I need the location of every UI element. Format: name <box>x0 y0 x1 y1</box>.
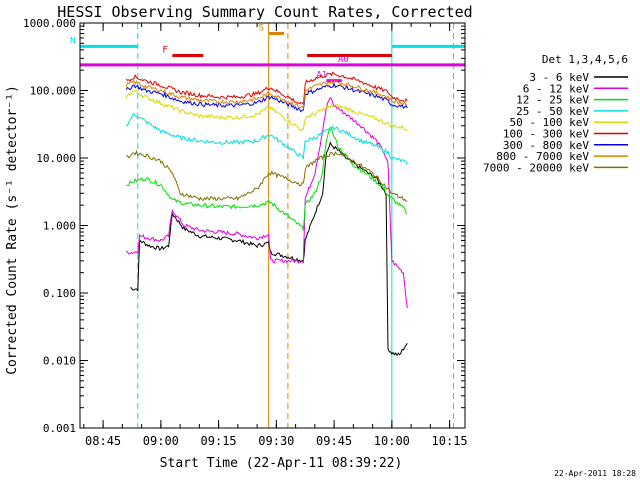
series-line-3 <box>125 112 408 165</box>
x-tick-label-3: 09:30 <box>258 434 294 448</box>
legend-label-0: 3 - 6 keV <box>529 71 589 84</box>
y-tick-label-1: 100.000 <box>30 85 76 98</box>
x-tick-label-1: 09:00 <box>143 434 179 448</box>
series-line-2 <box>126 126 408 231</box>
y-tick-label-2: 10.000 <box>36 152 76 165</box>
legend-label-3: 25 - 50 keV <box>516 105 589 118</box>
series-line-8 <box>126 149 408 202</box>
series-line-5 <box>125 71 408 106</box>
legend-label-4: 50 - 100 keV <box>510 116 590 129</box>
axes: 1000.000 100.000 10.000 1.000 0.100 0.010 0.00… <box>23 17 468 448</box>
legend-label-1: 6 - 12 keV <box>523 82 590 95</box>
legend-label-7: 800 - 7000 keV <box>496 150 589 163</box>
y-tick-label-5: 0.010 <box>43 355 76 368</box>
legend-label-2: 12 - 25 keV <box>516 94 589 107</box>
x-tick-label-6: 10:15 <box>432 434 468 448</box>
flag-label-s: S <box>259 23 264 33</box>
x-tick-label-5: 10:00 <box>374 434 410 448</box>
x-tick-label-4: 09:45 <box>316 434 352 448</box>
legend-label-6: 300 - 800 keV <box>503 139 589 152</box>
y-tick-label-0: 1000.000 <box>23 17 76 30</box>
y-tick-label-3: 1.000 <box>43 220 76 233</box>
chart-title: HESSI Observing Summary Count Rates, Cor… <box>57 3 472 21</box>
series-line-7 <box>125 78 408 110</box>
legend-title: Det 1,3,4,5,6 <box>542 53 628 66</box>
series-line-4 <box>125 89 408 132</box>
y-tick-label-6: 0.001 <box>43 422 76 435</box>
x-axis-label: Start Time (22-Apr-11 08:39:22) <box>160 456 403 471</box>
timestamp: 22-Apr-2011 18:28 <box>554 469 636 478</box>
legend-label-8: 7000 - 20000 keV <box>483 161 589 174</box>
flag-label-n: N <box>70 36 75 46</box>
flag-label-f: F <box>162 46 167 56</box>
legend-label-5: 100 - 300 keV <box>503 128 589 141</box>
y-tick-label-4: 0.100 <box>43 287 76 300</box>
series-line-6 <box>125 82 408 113</box>
x-tick-label-2: 09:15 <box>201 434 237 448</box>
y-axis-label: Corrected Count Rate (s⁻¹ detector⁻¹) <box>5 85 20 375</box>
series-line-1 <box>125 96 408 309</box>
flag-label-a0: A0 <box>338 55 349 65</box>
x-tick-label-0: 08:45 <box>85 434 121 448</box>
